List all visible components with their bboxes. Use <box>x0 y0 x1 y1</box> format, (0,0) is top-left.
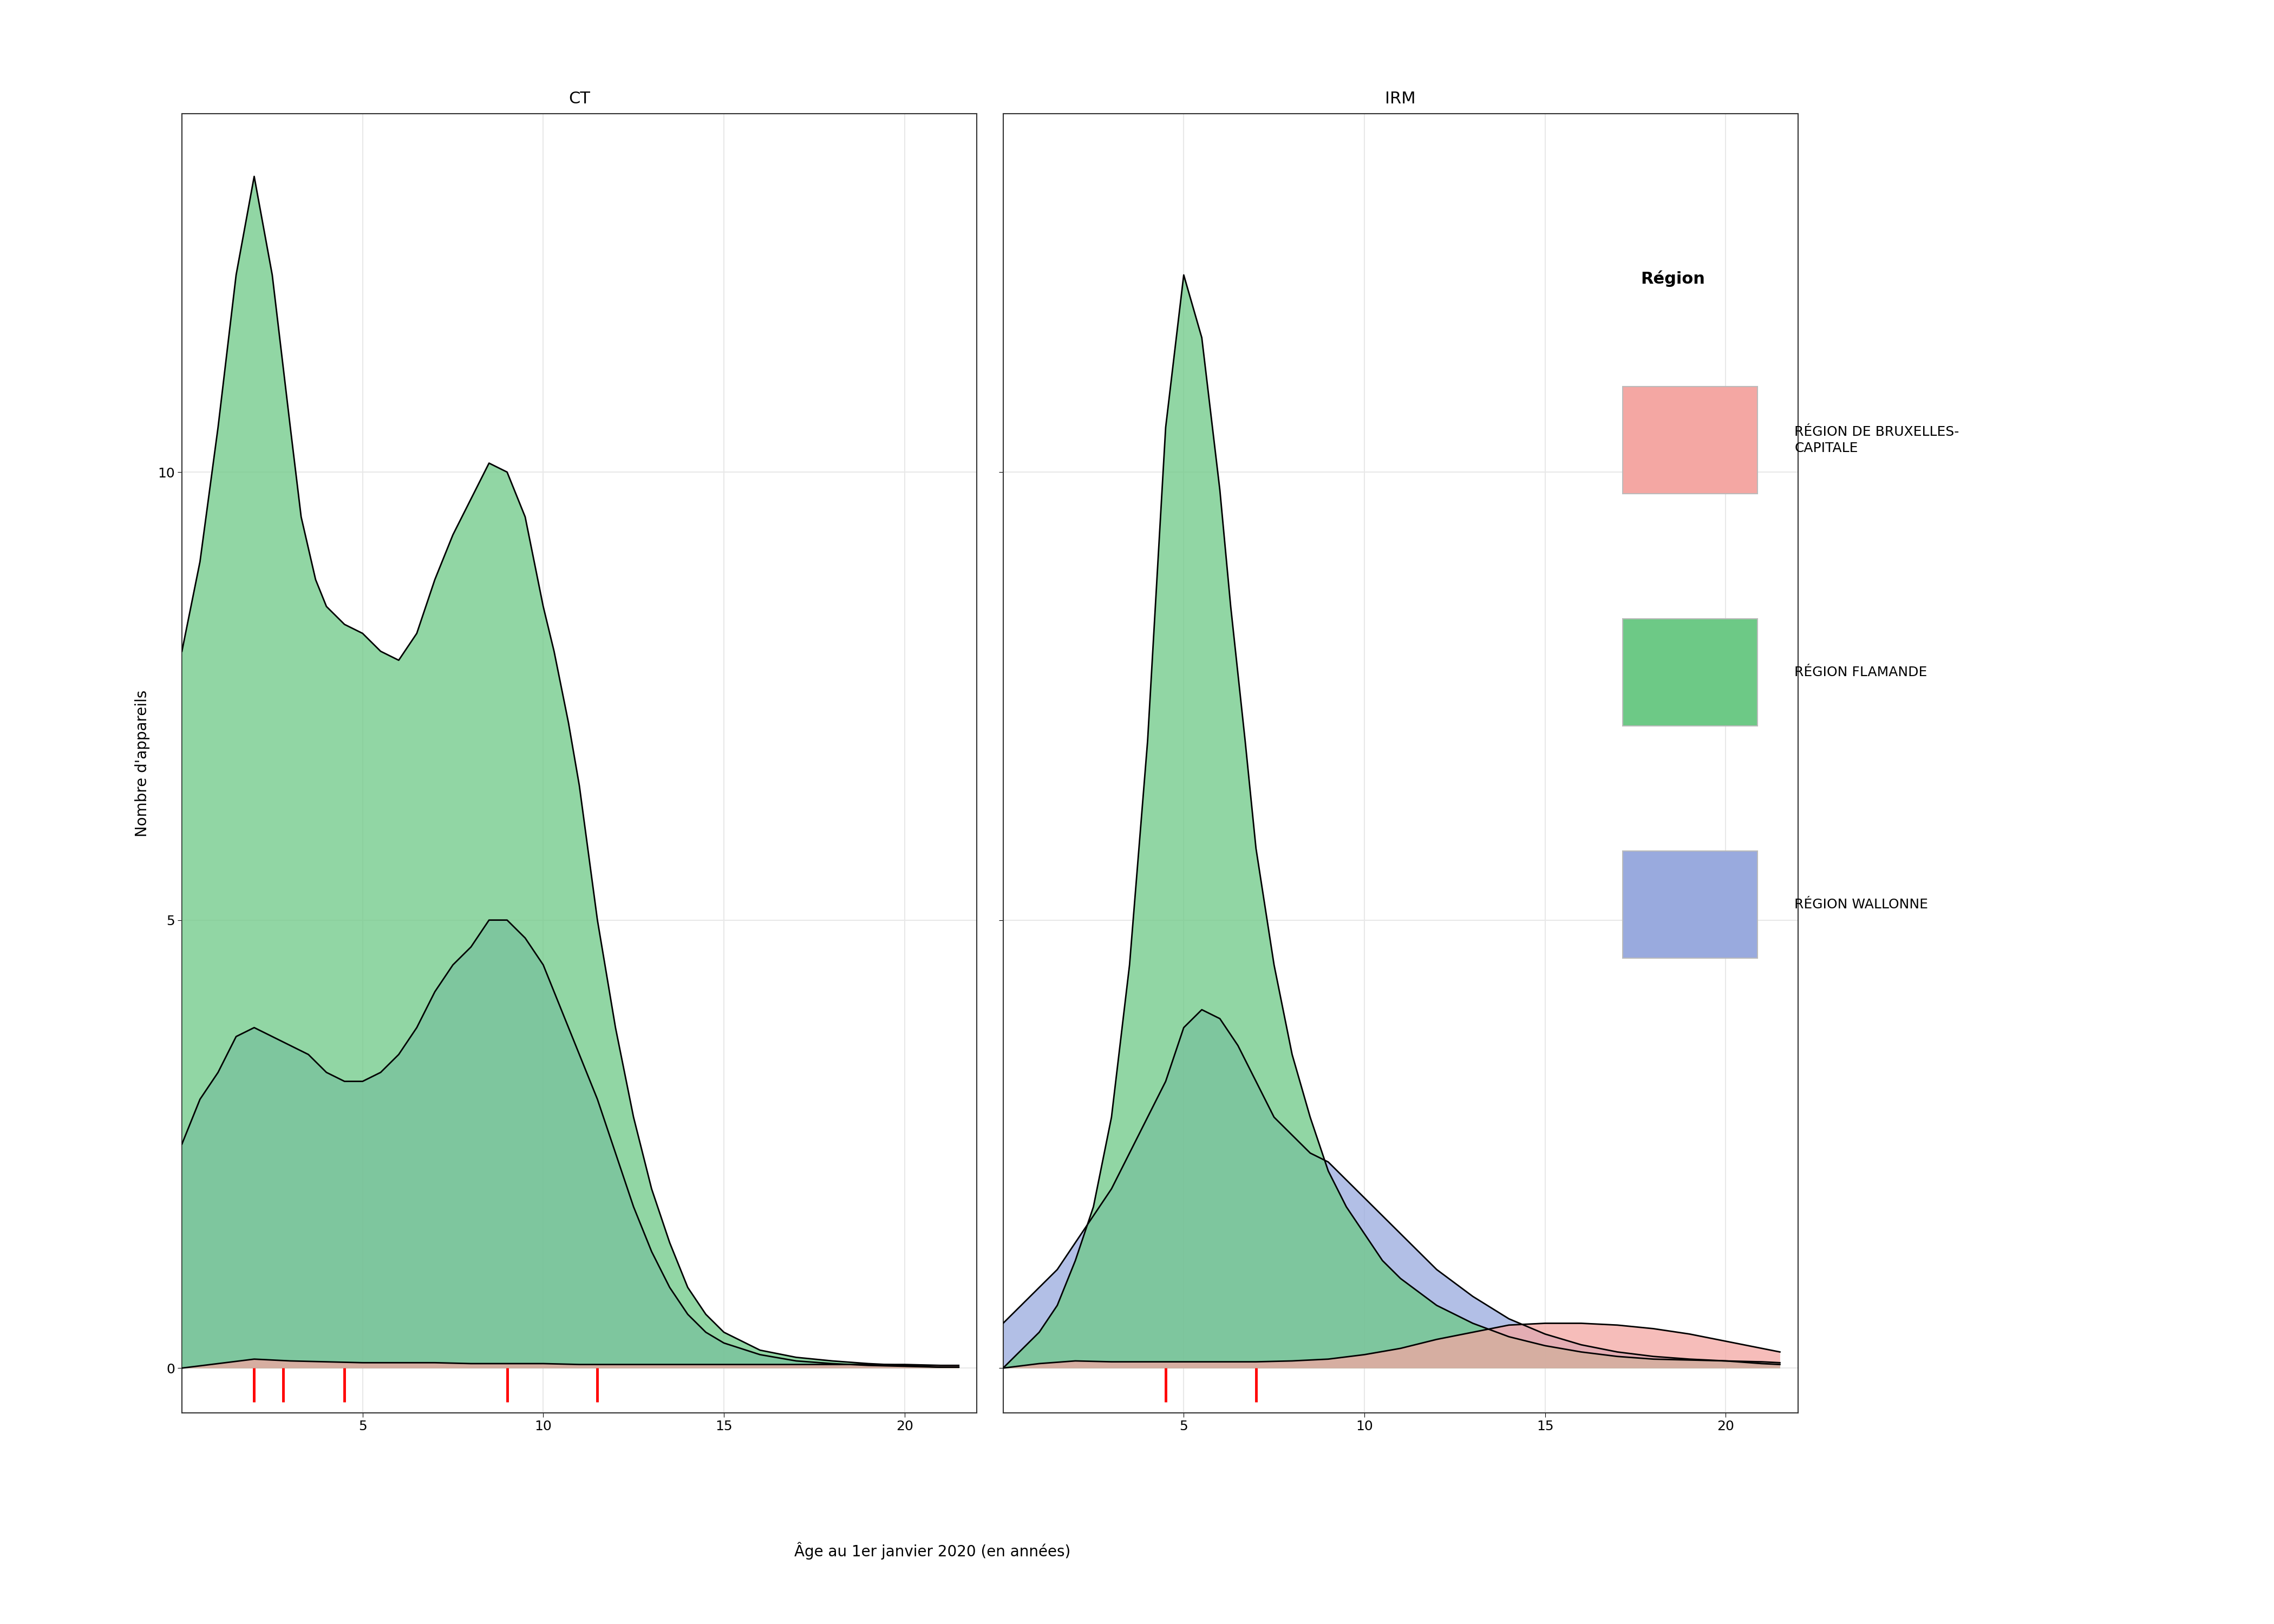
Y-axis label: Nombre d'appareils: Nombre d'appareils <box>134 690 150 836</box>
FancyBboxPatch shape <box>1621 851 1758 958</box>
Text: RÉGION WALLONNE: RÉGION WALLONNE <box>1794 898 1928 911</box>
Text: Âge au 1er janvier 2020 (en années): Âge au 1er janvier 2020 (en années) <box>794 1543 1071 1559</box>
Text: RÉGION DE BRUXELLES-
CAPITALE: RÉGION DE BRUXELLES- CAPITALE <box>1794 425 1960 455</box>
FancyBboxPatch shape <box>1621 619 1758 726</box>
Title: IRM: IRM <box>1385 91 1417 107</box>
Text: Région: Région <box>1642 270 1706 287</box>
FancyBboxPatch shape <box>1621 387 1758 494</box>
Title: CT: CT <box>568 91 591 107</box>
Text: RÉGION FLAMANDE: RÉGION FLAMANDE <box>1794 666 1928 679</box>
